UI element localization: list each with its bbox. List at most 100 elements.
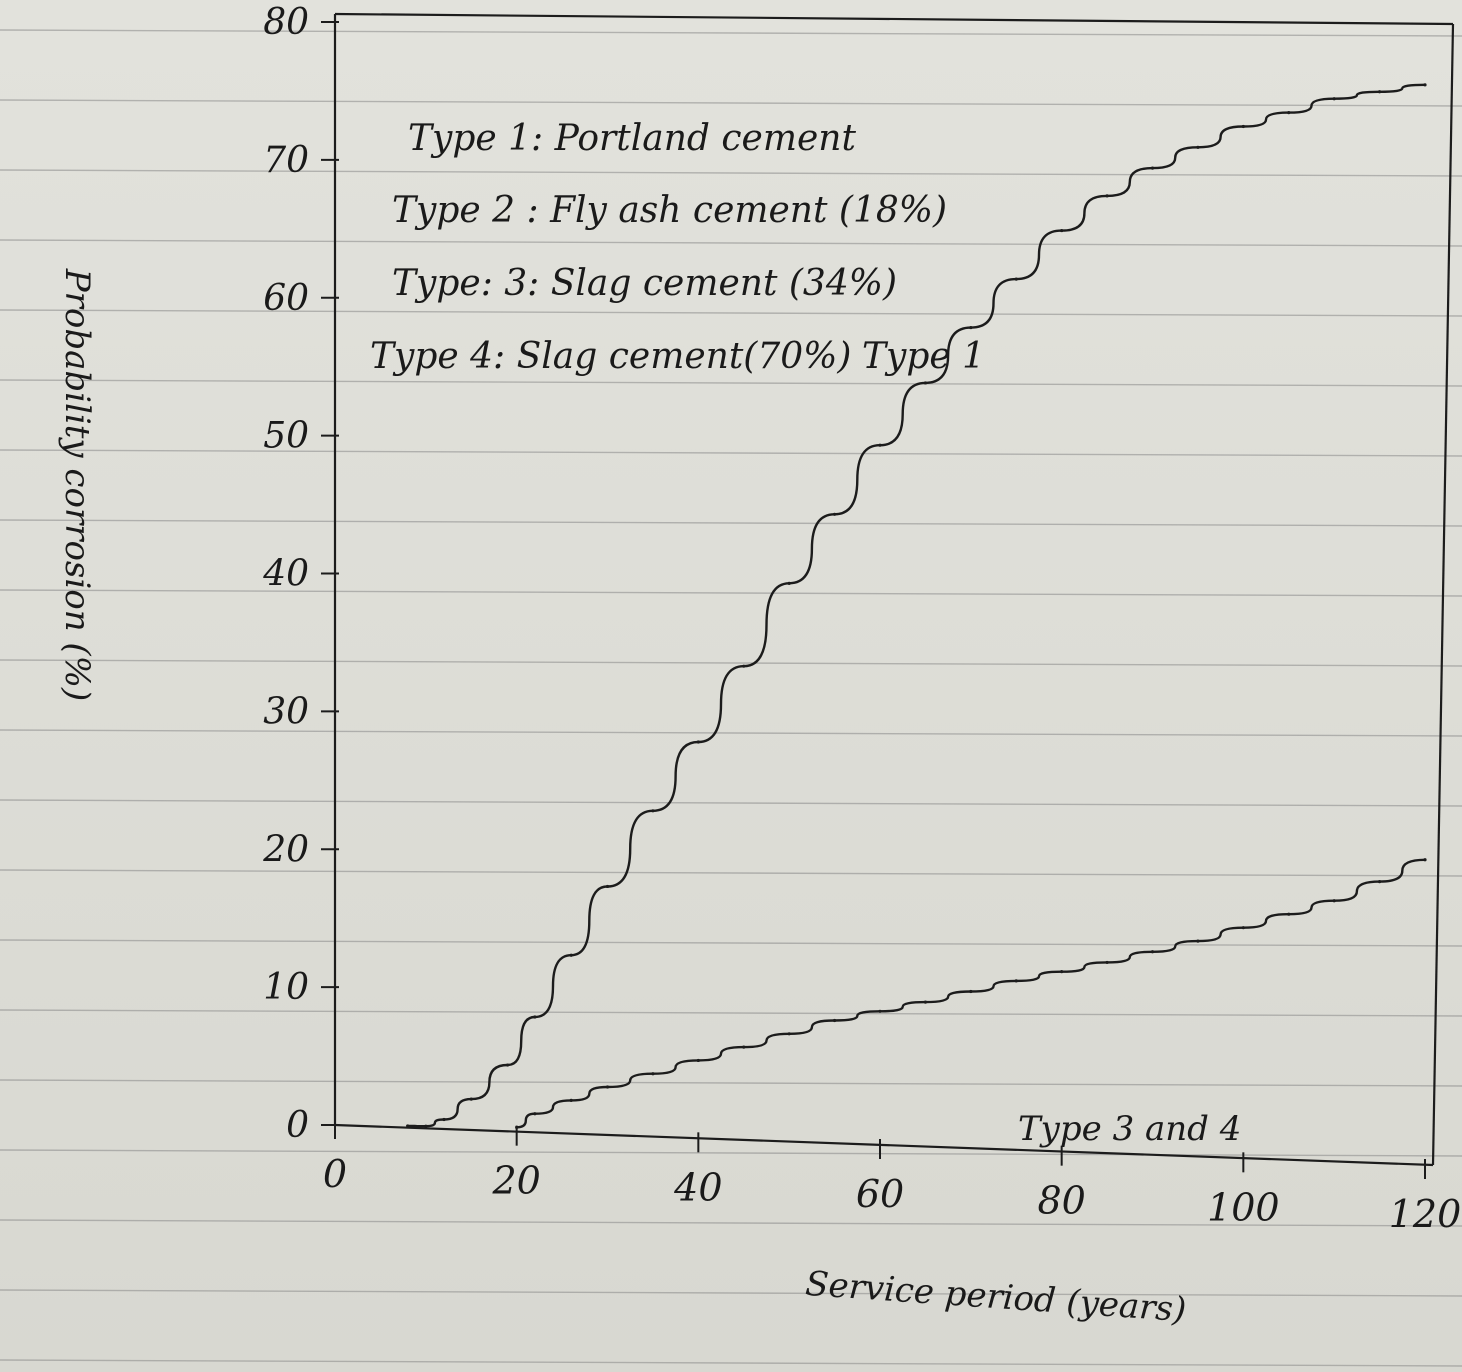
x-tick-label: 80 [1037, 1179, 1085, 1223]
y-tick-label: 70 [263, 140, 309, 181]
annotation-type-3-and-4: Type 3 and 4 [1018, 1109, 1241, 1149]
ruled-line [0, 729, 1462, 737]
data-point [505, 1063, 510, 1067]
data-point [1014, 277, 1018, 281]
data-point [1105, 960, 1109, 965]
data-point [969, 989, 973, 994]
ruled-line [0, 29, 1462, 37]
y-tick-label: 80 [263, 2, 309, 43]
series-line-2 [516, 858, 1426, 1129]
data-point [515, 1125, 519, 1129]
data-point [1332, 899, 1336, 903]
data-point [787, 581, 791, 585]
data-point [1105, 194, 1109, 198]
data-point [651, 809, 655, 813]
data-point [832, 1018, 837, 1023]
axis-ticks: 0 10 20 30 40 50 60 70 80 0 20 40 60 80 100 120 [262, 2, 1461, 1236]
data-point [406, 1124, 410, 1128]
data-point [696, 740, 700, 744]
data-point [1060, 970, 1064, 974]
data-point [533, 1015, 537, 1019]
data-point [605, 1085, 610, 1089]
data-point [1196, 145, 1200, 149]
series-line-1 [407, 83, 1426, 1128]
data-point [1241, 124, 1245, 129]
data-point [1377, 880, 1382, 884]
ruled-line [0, 1079, 1462, 1087]
x-tick-label: 20 [491, 1159, 540, 1203]
ruled-line [0, 1359, 1462, 1367]
ruled-line [0, 169, 1462, 177]
ruled-line [0, 799, 1462, 807]
x-tick-label: 60 [856, 1172, 904, 1216]
data-point [1196, 939, 1200, 943]
x-tick-label: 0 [323, 1152, 347, 1196]
data-point [605, 884, 610, 889]
ruled-line [0, 99, 1462, 107]
x-tick-label: 40 [673, 1165, 722, 1209]
data-point [742, 664, 746, 668]
data-point [569, 953, 573, 957]
annotation-type-1: Type 1 [862, 336, 985, 377]
data-point [969, 325, 973, 330]
data-point [878, 443, 882, 447]
y-tick-label: 10 [263, 967, 309, 1008]
data-point [424, 1124, 428, 1128]
data-point [1150, 950, 1155, 954]
ruled-line [0, 659, 1462, 667]
y-tick-label: 0 [286, 1105, 309, 1146]
legend-line-4: Type 4: Slag cement(70%) [370, 336, 851, 377]
data-point [1332, 97, 1336, 101]
legend-line-1: Type 1: Portland cement [408, 118, 856, 159]
ruled-line [0, 239, 1462, 247]
data-point [787, 1032, 791, 1036]
x-axis-line [334, 1123, 1434, 1167]
ruled-line [0, 939, 1462, 947]
data-point [1423, 858, 1427, 862]
y-tick-label: 40 [262, 554, 309, 595]
ruled-line [0, 379, 1462, 387]
ruled-line [0, 589, 1462, 597]
y-tick-label: 60 [263, 278, 309, 319]
data-point [1423, 83, 1427, 87]
right-border [1431, 23, 1455, 1166]
data-point [533, 1112, 537, 1116]
data-point [1014, 979, 1018, 983]
legend-line-3: Type: 3: Slag cement (34%) [392, 263, 897, 304]
y-tick-label: 50 [263, 416, 309, 457]
data-point [569, 1098, 573, 1102]
x-axis-label: Service period (years) [804, 1264, 1187, 1331]
y-tick-label: 20 [262, 829, 309, 870]
data-point [832, 512, 837, 516]
data-point [1287, 111, 1291, 115]
data-point [923, 1000, 928, 1004]
plot-frame [333, 12, 1455, 1167]
ruled-line [0, 869, 1462, 877]
data-point [1241, 926, 1245, 930]
y-tick-label: 30 [263, 691, 309, 732]
ruled-line [0, 1219, 1462, 1227]
ruled-line [0, 1149, 1462, 1157]
ruled-line [0, 1289, 1462, 1297]
legend-line-2: Type 2 : Fly ash cement (18%) [392, 190, 947, 231]
x-tick-label: 120 [1389, 1192, 1462, 1236]
data-point [878, 1009, 882, 1013]
data-point [923, 381, 928, 385]
data-point [1287, 912, 1291, 916]
data-point [696, 1058, 700, 1063]
data-point [1377, 90, 1382, 94]
x-tick-label: 100 [1207, 1185, 1280, 1229]
ruled-line [0, 309, 1462, 317]
notebook-ruled-lines [0, 29, 1462, 1367]
data-point [742, 1045, 746, 1049]
ruled-line [0, 1009, 1462, 1017]
series-lines [406, 83, 1427, 1129]
legend-block: Type 1: Portland cement Type 2 : Fly ash… [370, 118, 947, 377]
data-point [469, 1097, 473, 1101]
top-border [334, 12, 1454, 26]
data-point [442, 1117, 446, 1122]
data-point [651, 1072, 655, 1076]
data-point [1150, 166, 1155, 170]
